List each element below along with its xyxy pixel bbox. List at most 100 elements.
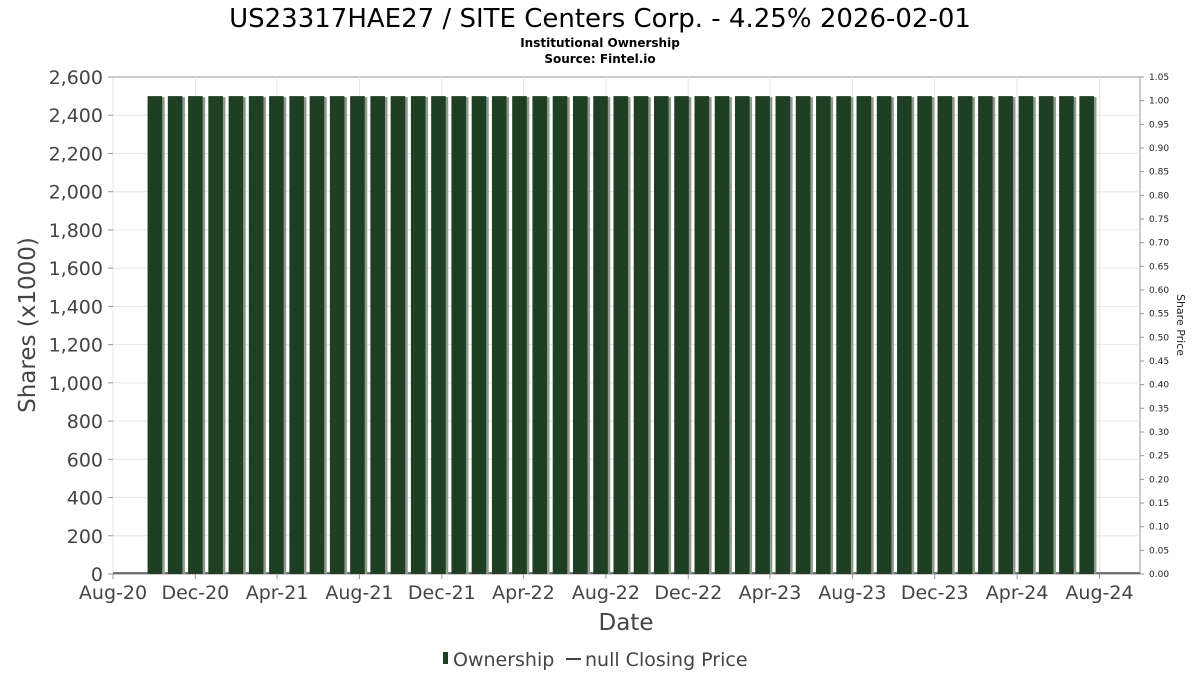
y2-tick-label: 0.20 [1149, 475, 1169, 485]
bar [512, 96, 527, 574]
bar [208, 96, 223, 574]
y-tick-label: 2,000 [49, 182, 103, 204]
x-tick-label: Aug-23 [818, 582, 886, 604]
bar [674, 96, 689, 574]
bar [532, 96, 548, 574]
bar [755, 96, 770, 574]
x-tick-label: Aug-22 [572, 582, 640, 604]
y2-tick-label: 0.75 [1149, 215, 1169, 225]
bar [329, 96, 345, 574]
bar [816, 96, 831, 574]
bar [856, 96, 872, 574]
y2-tick-label: 0.00 [1149, 570, 1169, 580]
y2-tick-label: 0.45 [1149, 357, 1169, 367]
x-tick-label: Dec-20 [161, 582, 229, 604]
bar [248, 96, 264, 574]
bar [390, 96, 406, 574]
y2-axis-title: Share Price [1174, 294, 1187, 356]
bar [491, 96, 507, 574]
y2-tick-label: 0.25 [1149, 452, 1169, 462]
x-tick-label: Aug-20 [79, 582, 147, 604]
x-tick-label: Apr-24 [986, 582, 1049, 604]
bar [836, 96, 851, 574]
x-tick-label: Dec-23 [901, 582, 969, 604]
x-tick-label: Aug-24 [1065, 582, 1133, 604]
bar [998, 96, 1013, 574]
bar [451, 96, 467, 574]
y-axis-title: Shares (x1000) [15, 237, 41, 413]
bar [775, 96, 791, 574]
y2-tick-label: 0.80 [1149, 191, 1169, 201]
bar [978, 96, 993, 574]
bar [410, 96, 426, 574]
x-axis-title: Date [599, 610, 654, 636]
y2-axis: 0.00 0.05 0.10 0.15 0.20 0.25 0.30 0.35 0.40 0.45… [1140, 73, 1169, 580]
bar [188, 96, 203, 574]
bar [735, 96, 750, 574]
y-tick-label: 1,000 [49, 373, 103, 395]
y2-tick-label: 0.95 [1149, 120, 1169, 130]
bar [714, 96, 730, 574]
bar [937, 96, 953, 574]
bar [309, 96, 325, 574]
chart-source: Source: Fintel.io [544, 52, 655, 66]
bar [917, 96, 932, 574]
y-tick-label: 2,400 [49, 105, 103, 127]
legend-swatch-ownership [443, 652, 448, 664]
y2-tick-label: 1.00 [1149, 97, 1169, 107]
x-tick-label: Apr-23 [739, 582, 802, 604]
x-tick-label: Dec-22 [654, 582, 722, 604]
bars [147, 96, 1097, 574]
x-tick-label: Apr-22 [492, 582, 555, 604]
legend: Ownership null Closing Price [443, 649, 748, 671]
bar [633, 96, 649, 574]
y2-tick-label: 1.05 [1149, 73, 1169, 83]
y2-tick-label: 0.30 [1149, 428, 1169, 438]
bar [147, 96, 163, 574]
bar [572, 96, 588, 574]
legend-label-ownership: Ownership [453, 649, 554, 671]
x-axis: Aug-20 Dec-20 Apr-21 Aug-21 Dec-21 Apr-22 Aug-… [79, 574, 1134, 604]
bar [1059, 96, 1074, 574]
y-tick-label: 400 [67, 488, 103, 510]
bar [795, 96, 811, 574]
y-tick-label: 1,400 [49, 296, 103, 318]
bar [613, 96, 629, 574]
bar [593, 96, 608, 574]
bar [1079, 96, 1094, 574]
y-tick-label: 1,800 [49, 220, 103, 242]
y2-tick-label: 0.35 [1149, 404, 1169, 414]
x-tick-label: Dec-21 [408, 582, 476, 604]
y2-tick-label: 0.65 [1149, 262, 1169, 272]
x-tick-label: Aug-21 [325, 582, 393, 604]
bar [228, 96, 244, 574]
bar [167, 96, 183, 574]
y2-tick-label: 0.60 [1149, 286, 1169, 296]
bar [269, 96, 284, 574]
chart-title: US23317HAE27 / SITE Centers Corp. - 4.25… [229, 4, 971, 34]
y2-tick-label: 0.10 [1149, 523, 1169, 533]
y-tick-label: 1,600 [49, 258, 103, 280]
bar [694, 96, 710, 574]
y2-tick-label: 0.70 [1149, 239, 1169, 249]
bar [471, 96, 487, 574]
y-tick-label: 2,200 [49, 143, 103, 165]
bar [653, 96, 669, 574]
y-tick-label: 800 [67, 411, 103, 433]
y-axis: 0 200 400 600 800 1,000 1,200 1,400 1,600 1,800 2,… [49, 67, 113, 586]
bar [552, 96, 568, 574]
legend-label-closing-price: null Closing Price [585, 649, 748, 671]
y-tick-label: 2,600 [49, 67, 103, 89]
y-tick-label: 600 [67, 449, 103, 471]
y2-tick-label: 0.15 [1149, 499, 1169, 509]
y2-tick-label: 0.90 [1149, 144, 1169, 154]
y2-tick-label: 0.40 [1149, 381, 1169, 391]
bar [350, 96, 365, 574]
bar [431, 96, 446, 574]
chart-subtitle: Institutional Ownership [520, 36, 680, 50]
bar [897, 96, 912, 574]
x-tick-label: Apr-21 [246, 582, 309, 604]
bar [957, 96, 973, 574]
y-tick-label: 0 [91, 564, 103, 586]
